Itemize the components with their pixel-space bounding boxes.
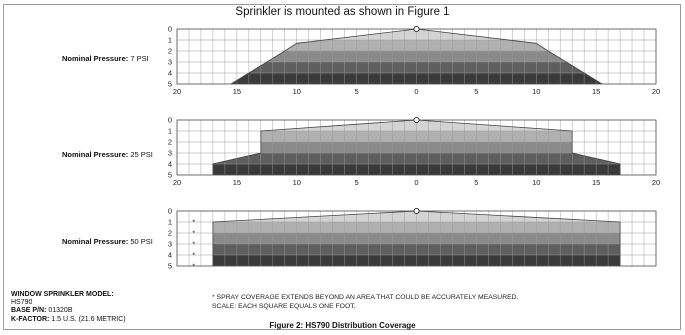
asterisk-marker: *: [192, 241, 195, 248]
x-tick-label: 20: [652, 87, 660, 96]
x-tick-label: 15: [592, 87, 600, 96]
y-tick-label: 5: [168, 262, 172, 271]
note-scale: SCALE: EACH SQUARE EQUALS ONE FOOT.: [212, 303, 356, 310]
model-row: WINDOW SPRINKLER MODEL:: [11, 291, 126, 299]
asterisk-marker: *: [192, 230, 195, 237]
panel-label-25-psi: Nominal Pressure: 25 PSI: [62, 150, 153, 159]
y-tick-label: 1: [168, 36, 172, 45]
y-tick-label: 2: [168, 229, 172, 238]
label-value: 50 PSI: [130, 237, 153, 246]
x-tick-label: 0: [414, 87, 418, 96]
y-tick-label: 0: [168, 116, 172, 125]
kfactor-value: 1.5 U.S. (21.6 METRIC): [51, 315, 126, 323]
x-tick-label: 20: [652, 178, 660, 187]
x-tick-label: 5: [474, 178, 478, 187]
label-value: 25 PSI: [130, 150, 153, 159]
x-tick-label: 10: [532, 178, 540, 187]
label-value: 7 PSI: [130, 54, 149, 63]
asterisk-marker: *: [192, 252, 195, 259]
base-pn-label: BASE P/N:: [11, 307, 47, 315]
chart-notes: * SPRAY COVERAGE EXTENDS BEYOND AN AREA …: [212, 293, 518, 311]
x-tick-label: 5: [355, 87, 359, 96]
kfactor-label: K-FACTOR:: [11, 315, 50, 323]
model-label: WINDOW SPRINKLER MODEL:: [11, 291, 114, 298]
x-tick-label: 20: [173, 87, 181, 96]
x-tick-label: 5: [474, 87, 478, 96]
x-tick-label: 15: [233, 87, 241, 96]
y-tick-label: 2: [168, 138, 172, 147]
y-tick-label: 1: [168, 218, 172, 227]
y-tick-label: 4: [168, 251, 172, 260]
y-tick-label: 0: [168, 25, 172, 34]
x-tick-label: 10: [532, 87, 540, 96]
x-tick-label: 15: [592, 178, 600, 187]
sprinkler-marker: [413, 25, 420, 33]
y-tick-label: 3: [168, 240, 172, 249]
y-tick-label: 0: [168, 207, 172, 216]
x-tick-label: 10: [293, 178, 301, 187]
x-tick-label: 5: [355, 178, 359, 187]
y-tick-label: 5: [168, 80, 172, 89]
x-tick-label: 15: [233, 178, 241, 187]
model-value: HS790: [11, 299, 33, 307]
label-prefix: Nominal Pressure:: [62, 150, 129, 159]
sprinkler-marker: [413, 207, 420, 215]
label-prefix: Nominal Pressure:: [62, 237, 129, 246]
label-prefix: Nominal Pressure:: [62, 54, 129, 63]
sprinkler-marker: [413, 116, 420, 124]
model-info: WINDOW SPRINKLER MODEL: HS790 BASE P/N: …: [11, 291, 126, 324]
asterisk-marker: *: [192, 263, 195, 270]
x-tick-label: 0: [414, 178, 418, 187]
base-pn-value: 01320B: [48, 307, 73, 315]
base-pn-row: BASE P/N: 01320B: [11, 307, 126, 315]
panel-label-50-psi: Nominal Pressure: 50 PSI: [62, 237, 153, 246]
y-tick-label: 3: [168, 58, 172, 67]
y-tick-label: 5: [168, 171, 172, 180]
y-tick-label: 1: [168, 127, 172, 136]
x-tick-label: 10: [293, 87, 301, 96]
panel-label-7-psi: Nominal Pressure: 7 PSI: [62, 54, 149, 63]
x-tick-label: 20: [173, 178, 181, 187]
y-tick-label: 3: [168, 149, 172, 158]
y-tick-label: 4: [168, 160, 172, 169]
asterisk-marker: *: [192, 219, 195, 226]
note-spray-coverage: * SPRAY COVERAGE EXTENDS BEYOND AN AREA …: [212, 294, 519, 301]
kfactor-row: K-FACTOR: 1.5 U.S. (21.6 METRIC): [11, 316, 126, 324]
y-tick-label: 4: [168, 69, 172, 78]
y-tick-label: 2: [168, 47, 172, 56]
figure-caption: Figure 2: HS790 Distribution Coverage: [269, 321, 416, 330]
page-title: Sprinkler is mounted as shown in Figure …: [235, 6, 450, 18]
